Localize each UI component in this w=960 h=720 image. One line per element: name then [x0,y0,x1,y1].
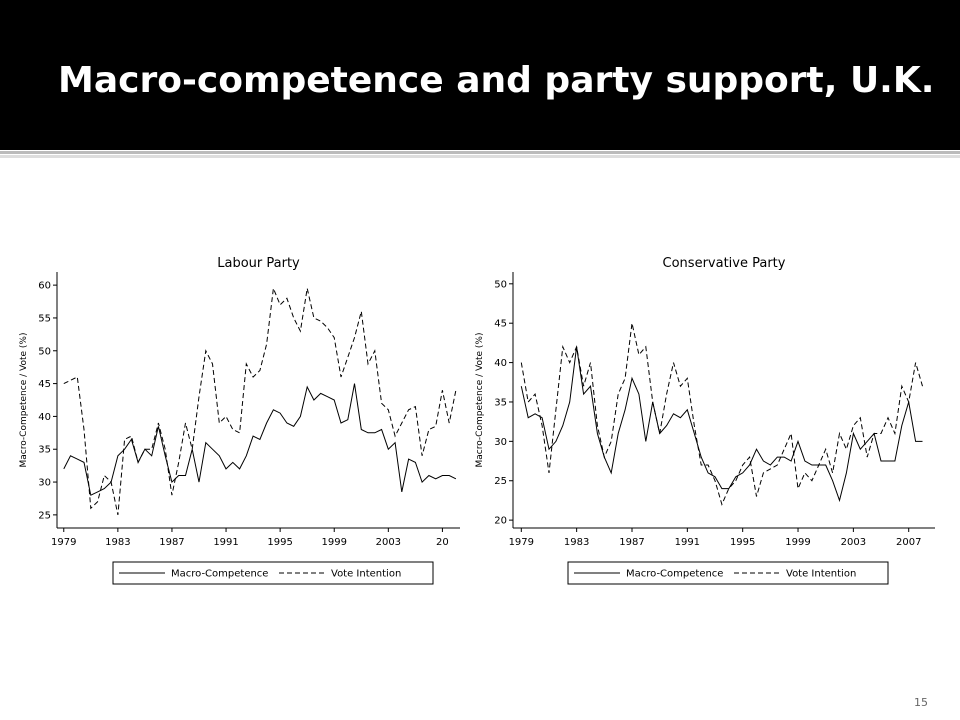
x-tick-label: 1991 [675,537,700,548]
x-tick-label: 1991 [213,537,238,548]
chart-title: Conservative Party [663,256,786,271]
y-tick-label: 25 [38,510,51,521]
legend-label: Vote Intention [786,569,856,580]
x-tick-label: 20 [436,537,449,548]
title-rule [0,155,960,158]
legend-label: Macro-Competence [626,569,723,580]
x-tick-label: 1983 [564,537,589,548]
y-tick-label: 35 [38,445,51,456]
chart-title: Labour Party [217,256,300,271]
y-tick-label: 40 [494,358,507,369]
slide-title: Macro-competence and party support, U.K. [58,60,934,101]
legend-label: Vote Intention [331,569,401,580]
x-tick-label: 2003 [376,537,401,548]
x-tick-label: 2003 [841,537,866,548]
y-tick-label: 40 [38,412,51,423]
title-bar [0,0,960,150]
x-tick-label: 1999 [322,537,347,548]
x-tick-label: 2007 [896,537,921,548]
x-tick-label: 1995 [267,537,292,548]
y-tick-label: 30 [494,437,507,448]
data-line [63,383,457,496]
y-axis-label: Macro-Competence / Vote (%) [19,333,29,468]
y-tick-label: 35 [494,397,507,408]
x-tick-label: 1979 [51,537,76,548]
x-tick-label: 1987 [619,537,644,548]
y-tick-label: 20 [494,516,507,527]
legend-box [112,561,434,585]
y-axis-label: Macro-Competence / Vote (%) [475,333,485,468]
data-line [520,346,923,503]
data-line [520,323,923,506]
y-tick-label: 50 [38,346,51,357]
legend-box [567,561,889,585]
y-tick-label: 50 [494,279,507,290]
x-tick-label: 1999 [785,537,810,548]
title-rule [0,151,960,154]
page-number: 15 [914,696,928,709]
y-tick-label: 55 [38,313,51,324]
y-tick-label: 45 [38,379,51,390]
y-tick-label: 45 [494,319,507,330]
x-tick-label: 1987 [159,537,184,548]
x-tick-label: 1995 [730,537,755,548]
y-tick-label: 30 [38,478,51,489]
x-tick-label: 1979 [509,537,534,548]
x-tick-label: 1983 [105,537,130,548]
legend-label: Macro-Competence [171,569,268,580]
y-tick-label: 25 [494,476,507,487]
y-tick-label: 60 [38,281,51,292]
data-line [63,286,457,516]
